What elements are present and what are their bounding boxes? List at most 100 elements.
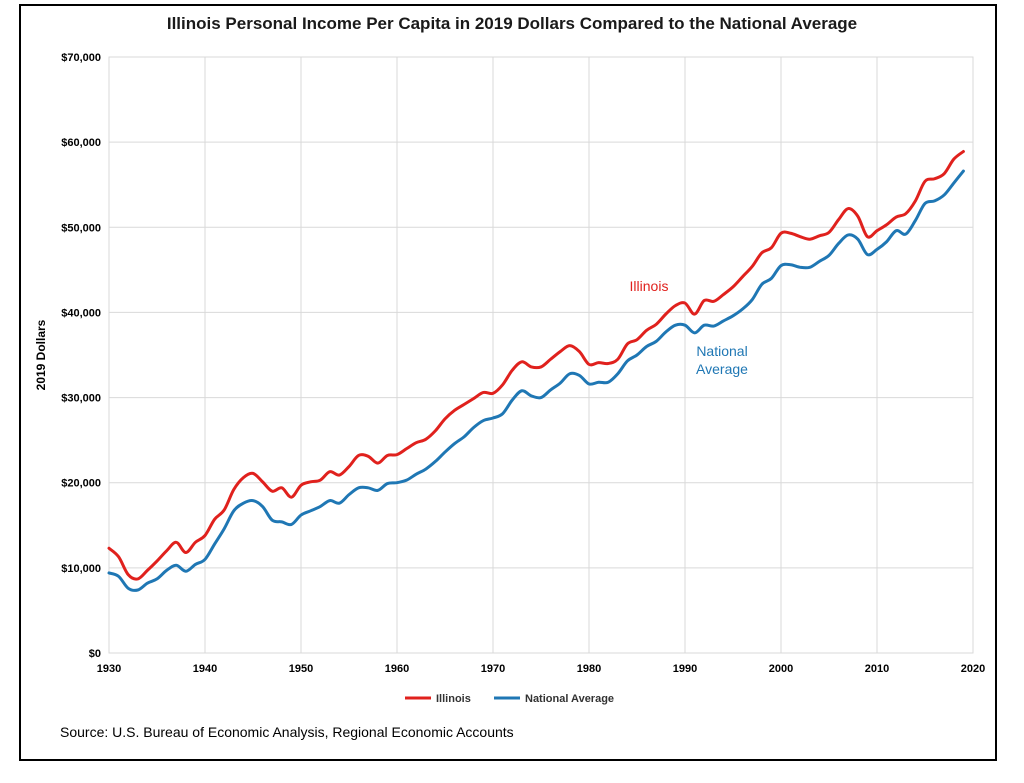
data-point (895, 216, 897, 218)
data-point (963, 151, 965, 153)
data-point (531, 395, 533, 397)
data-point (559, 351, 561, 353)
data-point (915, 200, 917, 202)
data-point (684, 302, 686, 304)
data-point (665, 331, 667, 333)
data-point (377, 490, 379, 492)
data-point (521, 361, 523, 363)
data-point (310, 510, 312, 512)
data-point (339, 502, 341, 504)
data-point (723, 294, 725, 296)
data-point (838, 219, 840, 221)
chart-title: Illinois Personal Income Per Capita in 2… (166, 14, 858, 33)
data-point (847, 208, 849, 210)
data-point (905, 213, 907, 215)
data-point (444, 451, 446, 453)
data-point (790, 232, 792, 234)
data-point (454, 410, 456, 412)
data-point (540, 397, 542, 399)
data-point (127, 587, 129, 589)
data-point (665, 313, 667, 315)
data-point (847, 234, 849, 236)
legend-label: Illinois (436, 693, 471, 705)
annotation-national-average: National Average (696, 343, 748, 377)
data-point (137, 589, 139, 591)
data-point (492, 393, 494, 395)
x-tick-label: 2020 (961, 663, 985, 675)
data-point (646, 346, 648, 348)
data-point (329, 500, 331, 502)
legend-layer: Illinois National Average (405, 693, 614, 705)
data-point (761, 252, 763, 254)
data-point (243, 502, 245, 504)
x-tick-label: 1940 (193, 663, 217, 675)
x-tick-label: 1970 (481, 663, 505, 675)
data-point (771, 278, 773, 280)
legend-label: National Average (525, 693, 614, 705)
data-point (425, 438, 427, 440)
data-point (271, 490, 273, 492)
y-tick-label: $0 (89, 648, 101, 660)
data-point (895, 230, 897, 232)
x-tick-label: 1950 (289, 663, 313, 675)
data-point (415, 442, 417, 444)
x-tick-label: 2000 (769, 663, 793, 675)
x-tick-label: 1990 (673, 663, 697, 675)
data-point (867, 236, 869, 238)
data-point (694, 332, 696, 334)
data-point (185, 570, 187, 572)
data-point (646, 330, 648, 332)
y-tick-label: $70,000 (61, 52, 101, 64)
data-point (953, 182, 955, 184)
data-point (511, 399, 513, 401)
data-point (367, 456, 369, 458)
x-tick-label: 1960 (385, 663, 409, 675)
data-point (588, 364, 590, 366)
x-tick-label: 1980 (577, 663, 601, 675)
x-tick-label: 1930 (97, 663, 121, 675)
data-point (291, 496, 293, 498)
data-point (617, 373, 619, 375)
data-point (607, 381, 609, 383)
data-point (463, 436, 465, 438)
data-point (214, 543, 216, 545)
data-point (195, 542, 197, 544)
data-point (473, 427, 475, 429)
data-point (396, 482, 398, 484)
data-point (147, 582, 149, 584)
data-point (857, 238, 859, 240)
data-point (598, 381, 600, 383)
x-tick-label: 2010 (865, 663, 889, 675)
series-line-illinois (107, 150, 965, 581)
data-point (329, 471, 331, 473)
annotation-layer: Illinois National Average (630, 278, 749, 377)
data-point (252, 500, 254, 502)
data-point (233, 489, 235, 491)
data-point (924, 203, 926, 205)
data-point (579, 375, 581, 377)
data-point (751, 299, 753, 301)
data-point (771, 247, 773, 249)
series-layer (107, 150, 965, 592)
data-point (492, 417, 494, 419)
data-point (675, 324, 677, 326)
data-point (175, 542, 177, 544)
data-point (214, 519, 216, 521)
data-point (435, 430, 437, 432)
data-point (348, 494, 350, 496)
data-point (780, 232, 782, 234)
data-point (627, 343, 629, 345)
series-points-national-average (108, 170, 964, 591)
data-point (483, 420, 485, 422)
axis-layer: $0 $10,000 $20,000 $30,000 $40,000 $50,000 $60… (34, 52, 985, 675)
annotation-illinois: Illinois (630, 278, 669, 294)
data-point (655, 324, 657, 326)
y-axis-label: 2019 Dollars (34, 319, 48, 390)
data-point (300, 514, 302, 516)
data-point (751, 266, 753, 268)
data-point (156, 578, 158, 580)
y-tick-label: $50,000 (61, 222, 101, 234)
y-tick-label: $20,000 (61, 478, 101, 490)
data-point (291, 524, 293, 526)
data-point (339, 474, 341, 476)
